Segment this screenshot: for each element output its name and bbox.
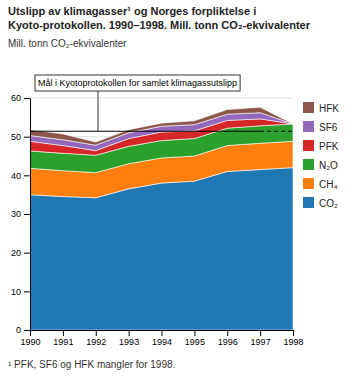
y-tick: 30: [11, 209, 30, 219]
y-tick-label: 50: [11, 132, 21, 142]
y-tick-mark: [24, 330, 30, 331]
legend-swatch: [303, 178, 314, 189]
text-line: Kyoto-protokollen. 1990–1998. Mill. tonn…: [8, 19, 311, 31]
legend-swatch: [303, 197, 314, 208]
text-line: Utslipp av klimagasser¹ og Norges forpli…: [8, 5, 256, 17]
x-tick: 1997: [251, 330, 271, 347]
y-axis: 0 10 20 30 40 50 60: [11, 93, 31, 335]
x-tick-mark: [260, 330, 261, 336]
grid-line: [30, 98, 293, 99]
target-line-dashed: [260, 131, 293, 132]
marks: [30, 107, 293, 330]
area: [30, 107, 293, 145]
x-tick-label: 1998: [283, 337, 303, 347]
legend-label: CO₂: [319, 198, 338, 209]
legend-swatch: [303, 140, 314, 151]
y-tick-label: 30: [11, 209, 21, 219]
y-tick-mark: [24, 214, 30, 215]
x-tick-mark: [63, 330, 64, 336]
x-axis: 1990 1991 1992 1993 1994 1995 1996 1997 1998: [20, 330, 303, 347]
y-tick: 10: [11, 287, 30, 297]
legend-item: CH₄: [303, 178, 338, 190]
y-tick: 50: [11, 132, 30, 142]
x-tick-mark: [162, 330, 163, 336]
legend-item: SF6: [303, 121, 338, 133]
x-tick-mark: [30, 330, 31, 336]
plot: 1990 1991 1992 1993 1994 1995 1996 1997 1998 0 10 2…: [11, 93, 304, 347]
x-tick-mark: [227, 330, 228, 336]
legend-swatch: [303, 102, 314, 113]
x-tick: 1994: [152, 330, 172, 347]
x-tick-mark: [194, 330, 195, 336]
legend-item: PFK: [303, 140, 339, 152]
target-line: [30, 131, 260, 132]
x-tick: 1990: [20, 330, 40, 347]
x-tick-label: 1995: [185, 337, 205, 347]
chart: Utslipp av klimagasser¹ og Norges forpli…: [0, 0, 355, 376]
annotation-text: Mål i Kyotoprotokollen for samlet klimag…: [38, 78, 237, 88]
x-tick-label: 1996: [218, 337, 238, 347]
y-tick-label: 60: [11, 93, 21, 103]
legend-label: PFK: [319, 141, 339, 152]
y-tick-mark: [24, 175, 30, 176]
legend-swatch: [303, 159, 314, 170]
y-axis-title: Mill. tonn CO₂-ekvivalenter: [8, 38, 127, 49]
y-tick: 0: [16, 325, 30, 335]
legend: HFK SF6 PFK N₂O CH₄ CO₂: [303, 102, 339, 209]
title: Utslipp av klimagasser¹ og Norges forpli…: [8, 5, 311, 31]
x-tick-label: 1990: [20, 337, 40, 347]
y-tick-mark: [24, 137, 30, 138]
area: [30, 113, 293, 151]
x-tick: 1991: [53, 330, 73, 347]
y-tick-mark: [24, 98, 30, 99]
annotation: Mål i Kyotoprotokollen for samlet klimag…: [35, 75, 240, 131]
footnote: ¹ PFK, SF6 og HFK mangler for 1998.: [8, 359, 175, 370]
y-tick-label: 10: [11, 287, 21, 297]
y-axis-line: [30, 99, 31, 331]
legend-label: SF6: [319, 122, 338, 133]
y-tick-label: 0: [16, 325, 21, 335]
legend-label: N₂O: [319, 160, 338, 171]
y-tick: 60: [11, 93, 30, 103]
legend-item: HFK: [303, 102, 339, 114]
annotation-leader: [98, 91, 99, 131]
y-tick-mark: [24, 291, 30, 292]
legend-label: HFK: [319, 103, 339, 114]
legend-item: N₂O: [303, 159, 338, 171]
x-tick-label: 1991: [53, 337, 73, 347]
x-tick-mark: [96, 330, 97, 336]
legend-label: CH₄: [319, 179, 338, 190]
x-tick: 1993: [119, 330, 139, 347]
x-tick-mark: [293, 330, 294, 336]
x-tick-label: 1997: [251, 337, 271, 347]
grid: [30, 98, 293, 330]
x-tick: 1992: [86, 330, 106, 347]
y-tick-label: 40: [11, 171, 21, 181]
y-tick: 40: [11, 171, 30, 181]
y-tick-label: 20: [11, 248, 21, 258]
x-tick-label: 1994: [152, 337, 172, 347]
x-tick-label: 1992: [86, 337, 106, 347]
legend-item: CO₂: [303, 197, 338, 209]
x-tick: 1998: [283, 330, 303, 347]
legend-swatch: [303, 121, 314, 132]
x-tick: 1995: [185, 330, 205, 347]
x-tick-mark: [129, 330, 130, 336]
y-tick: 20: [11, 248, 30, 258]
annotation-box: [35, 75, 240, 91]
x-tick-label: 1993: [119, 337, 139, 347]
y-tick-mark: [24, 253, 30, 254]
x-tick: 1996: [218, 330, 238, 347]
